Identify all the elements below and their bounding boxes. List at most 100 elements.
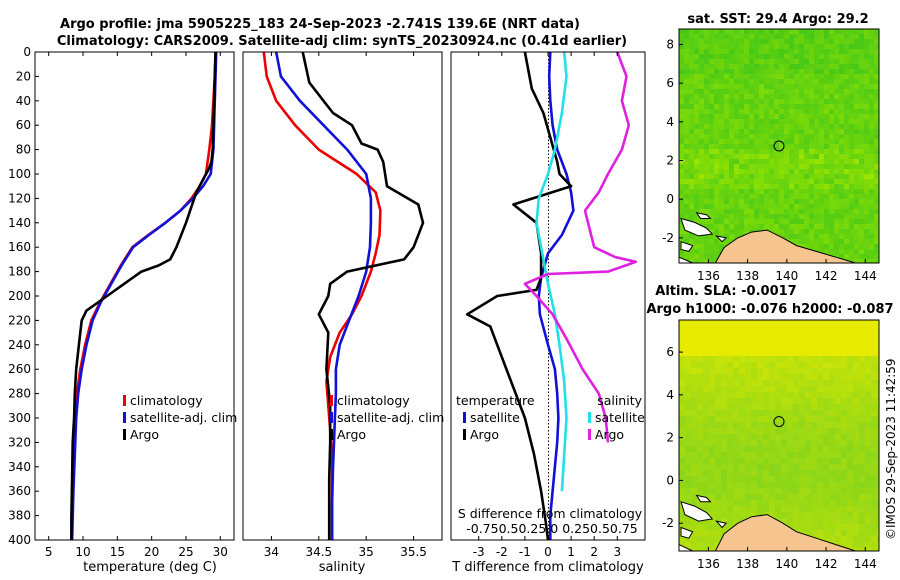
map-cell xyxy=(694,44,700,50)
map-cell xyxy=(794,64,800,70)
map-cell xyxy=(793,452,800,459)
map-cell xyxy=(764,124,770,130)
map-cell xyxy=(869,124,875,130)
map-cell xyxy=(775,332,782,339)
map-cell xyxy=(859,422,866,429)
map-cell xyxy=(854,119,860,125)
x-tick-label: 34 xyxy=(264,545,279,559)
map-cell xyxy=(834,124,840,130)
map-cell xyxy=(787,482,794,489)
map-cell xyxy=(853,476,860,483)
map-cell xyxy=(819,104,825,110)
map-cell xyxy=(784,189,790,195)
y-tick-label: 160 xyxy=(8,240,31,254)
map-cell xyxy=(694,149,700,155)
map-cell xyxy=(733,350,740,357)
map-cell xyxy=(877,380,879,387)
map-cell xyxy=(699,174,705,180)
map-cell xyxy=(794,59,800,65)
legend-label-salinity-heading: salinity xyxy=(597,393,642,408)
map-cell xyxy=(769,144,775,150)
map-cell xyxy=(769,368,776,375)
x-tick-label: 3 xyxy=(613,545,621,559)
map-cell xyxy=(784,109,790,115)
map-cell xyxy=(733,500,740,507)
map-cell xyxy=(824,224,830,230)
map-cell xyxy=(853,536,860,543)
map-cell xyxy=(719,39,725,45)
map-cell xyxy=(704,124,710,130)
map-cell xyxy=(794,209,800,215)
map-cell xyxy=(699,69,705,75)
map-cell xyxy=(784,199,790,205)
map-cell xyxy=(819,44,825,50)
map-cell xyxy=(854,44,860,50)
map-cell xyxy=(751,428,758,435)
map-cell xyxy=(699,149,705,155)
map-cell xyxy=(763,356,770,363)
map-cell xyxy=(787,476,794,483)
map-cell xyxy=(804,244,810,250)
map-cell xyxy=(685,482,692,489)
map-cell xyxy=(703,362,710,369)
map-cell xyxy=(749,214,755,220)
map-cell xyxy=(799,99,805,105)
map-cell xyxy=(839,229,845,235)
map-cell xyxy=(849,119,855,125)
series-line-salinity-satellite xyxy=(535,52,568,492)
map-cell xyxy=(817,464,824,471)
map-cell xyxy=(749,149,755,155)
map-cell xyxy=(834,169,840,175)
map-cell xyxy=(811,476,818,483)
map-cell xyxy=(834,199,840,205)
map-cell xyxy=(847,338,854,345)
legend-swatch-salinity-satellite xyxy=(588,412,591,423)
map-cell xyxy=(805,368,812,375)
map-cell xyxy=(824,69,830,75)
map-cell xyxy=(703,482,710,489)
map-cell xyxy=(841,338,848,345)
map-cell xyxy=(694,99,700,105)
map-cell xyxy=(865,350,872,357)
map-cell xyxy=(799,79,805,85)
map-cell xyxy=(784,154,790,160)
map-cell xyxy=(715,500,722,507)
map-cell xyxy=(819,74,825,80)
map-cell xyxy=(794,74,800,80)
map-cell xyxy=(859,320,866,327)
map-cell xyxy=(789,164,795,170)
map-cell xyxy=(757,506,764,513)
map-cell xyxy=(829,428,836,435)
map-cell xyxy=(704,79,710,85)
map-cell xyxy=(829,536,836,543)
map-cell xyxy=(749,174,755,180)
map-cell xyxy=(799,338,806,345)
map-cell xyxy=(699,84,705,90)
map-cell xyxy=(714,179,720,185)
map-cell xyxy=(829,164,835,170)
map-cell xyxy=(714,159,720,165)
map-cell xyxy=(745,434,752,441)
map-cell xyxy=(853,410,860,417)
map-cell xyxy=(799,44,805,50)
map-cell xyxy=(834,74,840,80)
map-cell xyxy=(874,209,879,215)
map-cell xyxy=(724,239,730,245)
map-cell xyxy=(869,44,875,50)
map-cell xyxy=(877,530,879,537)
map-cell xyxy=(721,428,728,435)
map-cell xyxy=(854,219,860,225)
map-cell xyxy=(805,356,812,363)
map-cell xyxy=(784,99,790,105)
map-cell xyxy=(834,159,840,165)
map-cell xyxy=(679,109,685,115)
map-cell xyxy=(769,458,776,465)
map-cell xyxy=(784,129,790,135)
map-cell xyxy=(779,59,785,65)
map-cell xyxy=(853,422,860,429)
map-cell xyxy=(689,214,695,220)
map-cell xyxy=(739,104,745,110)
map-cell xyxy=(691,398,698,405)
map-cell xyxy=(774,209,780,215)
map-cell xyxy=(689,209,695,215)
